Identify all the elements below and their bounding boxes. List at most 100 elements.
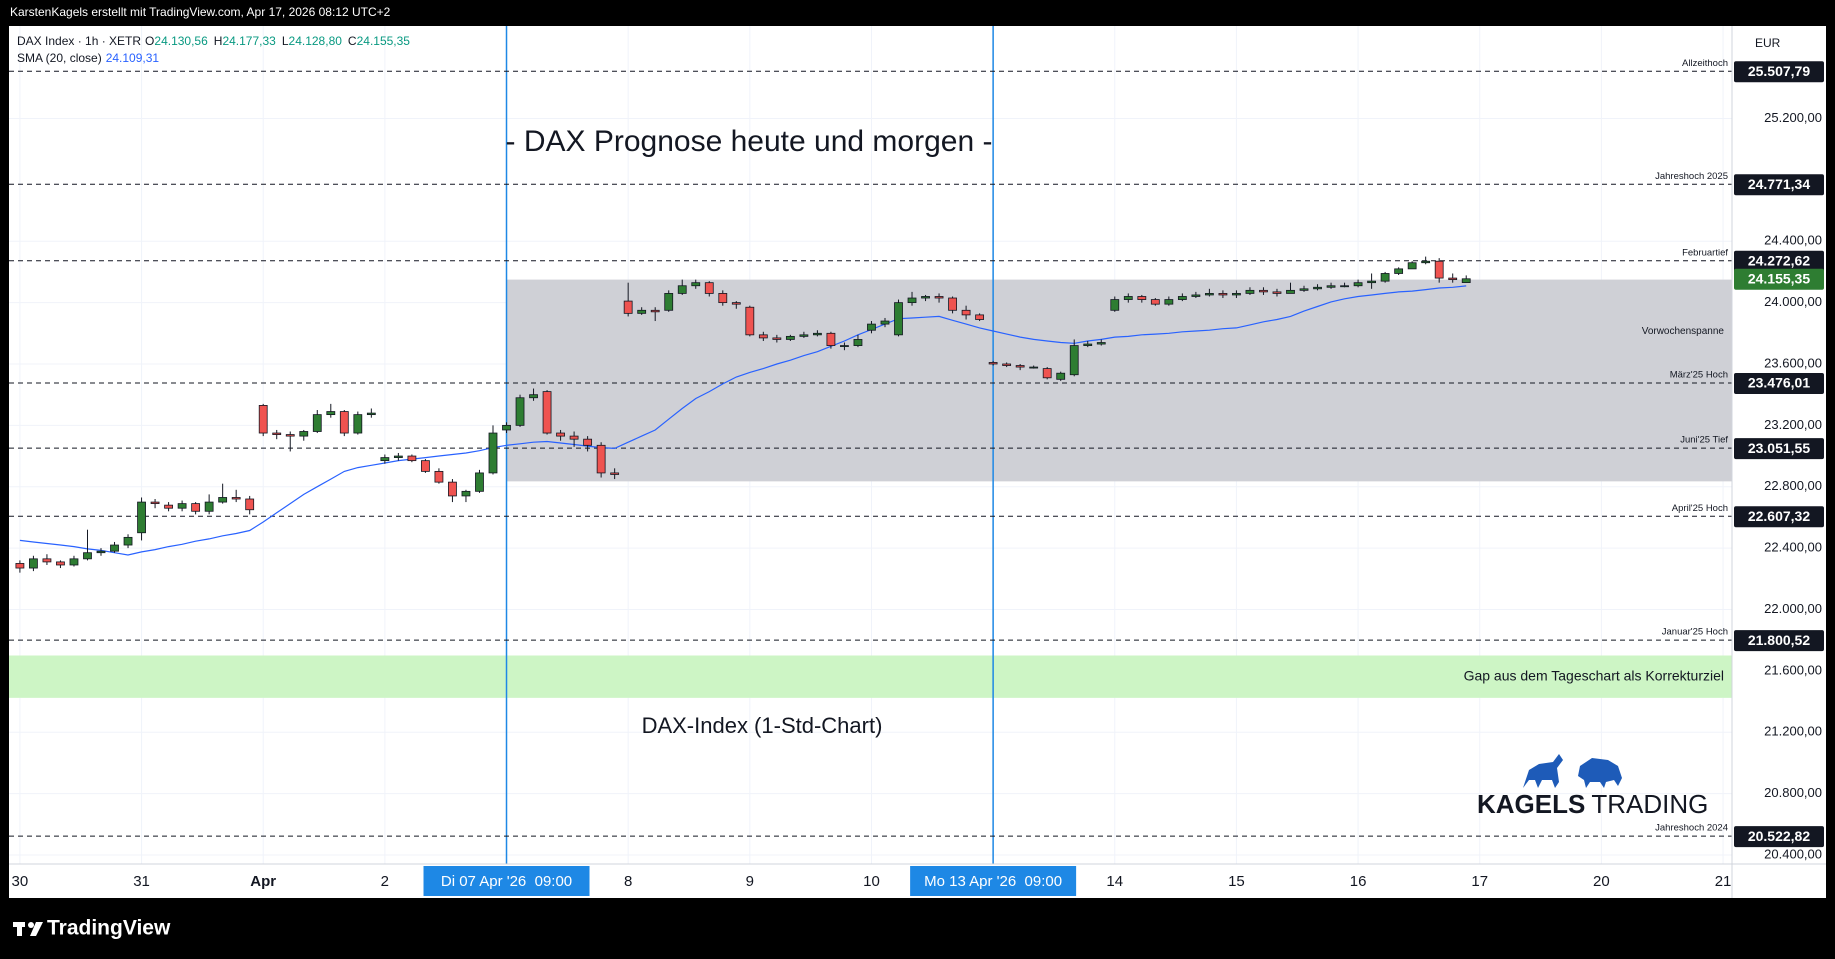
x-tick-label: 10 bbox=[863, 873, 880, 890]
candle-body bbox=[312, 414, 322, 432]
zone-label: Vorwochenspanne bbox=[1642, 326, 1725, 337]
logo-icons bbox=[1523, 754, 1622, 788]
candle-body bbox=[853, 339, 863, 346]
candle-body bbox=[83, 552, 92, 560]
x-tick-label: 14 bbox=[1106, 873, 1123, 890]
candle-body bbox=[1380, 273, 1390, 282]
candle-body bbox=[448, 481, 457, 497]
y-tick-label: 23.600,00 bbox=[1764, 355, 1822, 370]
candle-body bbox=[1448, 277, 1458, 281]
candle-body bbox=[961, 309, 971, 316]
level-price: 22.607,32 bbox=[1748, 508, 1810, 524]
candle-body bbox=[245, 498, 255, 511]
candle-body bbox=[772, 337, 782, 340]
level-name: März'25 Hoch bbox=[1670, 370, 1728, 381]
level-price: 24.771,34 bbox=[1748, 176, 1810, 192]
candle-body bbox=[758, 334, 768, 339]
level-price-bg bbox=[1734, 250, 1824, 272]
last-price-bg bbox=[1734, 268, 1824, 290]
candle-body bbox=[231, 497, 241, 500]
candle-body bbox=[1164, 299, 1174, 305]
candle-body bbox=[664, 293, 674, 311]
candle-body bbox=[380, 457, 390, 462]
level-price: 21.800,52 bbox=[1748, 632, 1810, 648]
candle-body bbox=[393, 455, 403, 458]
chart-subtitle: DAX-Index (1-Std-Chart) bbox=[642, 713, 883, 738]
candle-body bbox=[29, 558, 38, 569]
candle-body bbox=[1326, 285, 1336, 288]
level-price-bg bbox=[1734, 630, 1824, 652]
candle-body bbox=[650, 309, 660, 313]
candle-body bbox=[556, 432, 565, 437]
candle-body bbox=[1096, 342, 1106, 345]
candle-body bbox=[1083, 343, 1093, 346]
candle-body bbox=[731, 302, 741, 305]
brand-icon bbox=[13, 922, 43, 936]
candle-body bbox=[745, 306, 755, 336]
candle-body bbox=[1042, 368, 1052, 379]
ohlc-value: 24.155,35 bbox=[356, 34, 410, 48]
candle-body bbox=[948, 297, 957, 311]
candle-body bbox=[1123, 296, 1133, 300]
candle-body bbox=[461, 490, 471, 497]
sma-name: SMA (20, close) bbox=[17, 51, 102, 65]
candle-body bbox=[867, 323, 876, 331]
x-tick-label: 30 bbox=[12, 873, 29, 890]
candle-body bbox=[1110, 299, 1120, 311]
candle-body bbox=[42, 558, 52, 563]
x-tick-label-highlight: Mo 13 Apr '26 09:00 bbox=[924, 873, 1062, 890]
sma-value: 24.109,31 bbox=[105, 51, 160, 65]
candle-body bbox=[610, 472, 620, 475]
candle-body bbox=[150, 501, 160, 505]
bull-icon bbox=[1523, 754, 1563, 788]
candle-body bbox=[1015, 365, 1025, 368]
level-name: April'25 Hoch bbox=[1672, 503, 1728, 514]
level-price-bg bbox=[1734, 826, 1824, 848]
currency: EUR bbox=[1755, 36, 1781, 50]
candle-body bbox=[258, 405, 268, 434]
candle-body bbox=[718, 293, 728, 304]
candle-body bbox=[1232, 293, 1241, 296]
candle-body bbox=[1340, 285, 1349, 288]
x-tick-label: 15 bbox=[1228, 873, 1245, 890]
candle-body bbox=[285, 434, 295, 437]
legend: DAX Index · 1h · XETR O24.130,56 H24.177,3… bbox=[17, 33, 420, 67]
ohlc-value: 24.177,33 bbox=[222, 34, 276, 48]
candle-body bbox=[69, 558, 79, 566]
y-tick-label: 23.200,00 bbox=[1764, 417, 1822, 432]
candle-body bbox=[529, 394, 538, 399]
candle-body bbox=[596, 444, 606, 474]
candle-body bbox=[1461, 278, 1471, 283]
candle-body bbox=[1313, 286, 1322, 290]
candle-body bbox=[177, 503, 187, 509]
y-tick-label: 22.800,00 bbox=[1764, 478, 1822, 493]
candle-body bbox=[326, 411, 336, 416]
level-name: Jahreshoch 2025 bbox=[1655, 171, 1728, 182]
x-tick-label: 20 bbox=[1593, 873, 1610, 890]
candle-body bbox=[975, 314, 985, 320]
x-tick-label: 2 bbox=[381, 873, 389, 890]
x-tick-label: 31 bbox=[133, 873, 150, 890]
candle-body bbox=[1218, 293, 1228, 296]
candle-body bbox=[353, 414, 363, 434]
candle-body bbox=[1029, 366, 1039, 369]
y-tick-label: 22.400,00 bbox=[1764, 540, 1822, 555]
ohlc-key: L bbox=[281, 34, 289, 48]
ohlc-key: O bbox=[145, 34, 155, 48]
y-tick-label: 20.400,00 bbox=[1764, 846, 1822, 861]
chart-title: - DAX Prognose heute und morgen - bbox=[506, 125, 993, 158]
candle-body bbox=[1259, 289, 1268, 293]
brand: TradingView bbox=[47, 917, 171, 940]
y-tick-label: 21.600,00 bbox=[1764, 662, 1822, 677]
x-tick-label-highlight: Di 07 Apr '26 09:00 bbox=[441, 873, 572, 890]
x-tick-label: Apr bbox=[250, 873, 276, 890]
candle-body bbox=[583, 438, 593, 446]
sma-line bbox=[19, 285, 1467, 556]
candle-body bbox=[1394, 268, 1404, 274]
ohlc-key: C bbox=[347, 34, 357, 48]
zone bbox=[506, 279, 1733, 482]
candle-body bbox=[840, 345, 849, 347]
candle-body bbox=[191, 503, 201, 512]
legend-row: DAX Index · 1h · XETR O24.130,56 H24.177,3… bbox=[17, 33, 420, 50]
